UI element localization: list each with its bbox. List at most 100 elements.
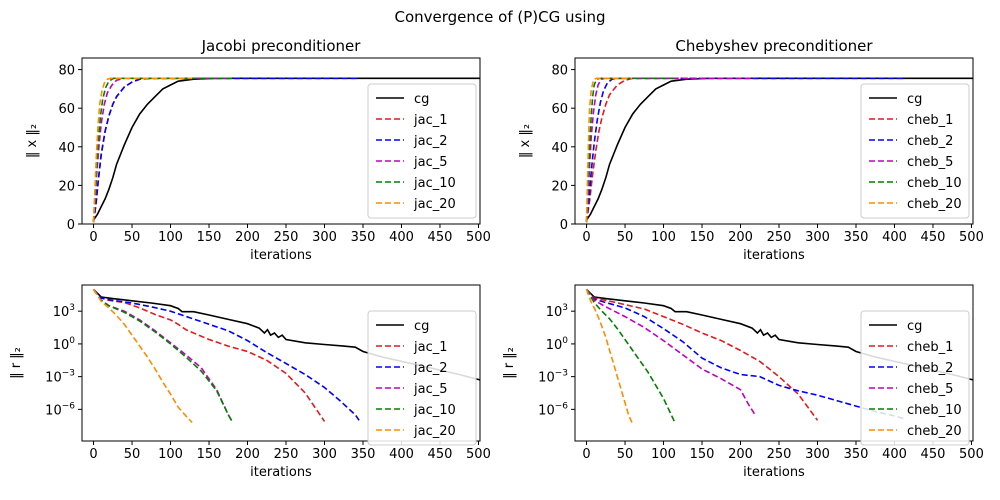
x-tick-label: 100 xyxy=(158,447,183,462)
x-tick-label: 250 xyxy=(274,447,299,462)
x-tick-label: 350 xyxy=(844,230,869,245)
x-tick-label: 150 xyxy=(690,447,715,462)
x-tick-label: 200 xyxy=(728,447,753,462)
x-tick-label: 300 xyxy=(805,447,830,462)
x-tick-label: 150 xyxy=(197,230,222,245)
figure-suptitle: Convergence of (P)CG using xyxy=(394,8,605,26)
plot-frame xyxy=(81,57,481,225)
legend-box xyxy=(367,310,477,446)
x-tick-label: 250 xyxy=(767,447,792,462)
legend-label-cheb_1: cheb_1 xyxy=(907,113,953,128)
legend-label-cheb_2: cheb_2 xyxy=(907,134,953,149)
x-tick-label: 250 xyxy=(274,230,299,245)
x-tick-label: 350 xyxy=(351,447,376,462)
legend-label-jac_5: jac_5 xyxy=(413,155,448,170)
series-line-jac_20 xyxy=(92,77,193,223)
legend-label-jac_20: jac_20 xyxy=(413,197,456,212)
y-axis-label: ‖ r ‖₂ xyxy=(502,347,517,379)
legend-label-jac_2: jac_2 xyxy=(413,134,448,149)
y-axis-label: ‖ r ‖₂ xyxy=(9,347,24,379)
x-tick-label: 100 xyxy=(158,230,183,245)
x-tick-label: 300 xyxy=(805,230,830,245)
y-tick-label: 80 xyxy=(58,64,75,79)
legend-label-cheb_10: cheb_10 xyxy=(907,176,962,191)
y-tick-label: 10−6 xyxy=(538,401,568,418)
legend-label-cg: cg xyxy=(414,319,429,334)
legend-label-jac_10: jac_10 xyxy=(413,176,456,191)
y-axis-label: ‖ x ‖₂ xyxy=(25,124,40,158)
y-tick-label: 10−6 xyxy=(45,401,75,418)
series-line-jac_1 xyxy=(92,77,325,223)
x-tick-label: 400 xyxy=(389,447,414,462)
series-line-cheb_1 xyxy=(585,77,818,223)
y-tick-label: 103 xyxy=(53,303,75,320)
x-axis-label: iterations xyxy=(250,465,312,480)
y-tick-label: 60 xyxy=(551,102,568,117)
x-tick-label: 0 xyxy=(89,447,97,462)
x-tick-label: 450 xyxy=(921,230,946,245)
series-line-jac_5 xyxy=(92,77,233,223)
series-line-cheb_20 xyxy=(585,77,632,223)
x-tick-label: 300 xyxy=(312,230,337,245)
series-line-cheb_10 xyxy=(585,288,676,422)
x-tick-label: 200 xyxy=(728,230,753,245)
y-tick-label: 10−3 xyxy=(538,369,568,386)
series-line-cheb_2 xyxy=(585,288,907,420)
y-axis-label: ‖ x ‖₂ xyxy=(518,124,533,158)
series-line-jac_10 xyxy=(92,288,233,422)
legend-label-cheb_1: cheb_1 xyxy=(907,340,953,355)
y-tick-label: 20 xyxy=(58,179,75,194)
series-line-jac_10 xyxy=(92,77,233,223)
series-line-jac_2 xyxy=(92,77,360,223)
series-line-cheb_10 xyxy=(585,77,675,223)
legend-label-cheb_20: cheb_20 xyxy=(907,424,962,439)
y-tick-label: 20 xyxy=(551,179,568,194)
x-tick-label: 50 xyxy=(617,230,634,245)
legend-label-jac_10: jac_10 xyxy=(413,403,456,418)
series-line-jac_2 xyxy=(92,288,360,421)
legend-label-cheb_5: cheb_5 xyxy=(907,382,953,397)
series-line-cheb_1 xyxy=(585,288,819,421)
y-tick-label: 80 xyxy=(551,64,568,79)
y-tick-label: 100 xyxy=(546,336,569,353)
legend-label-cheb_2: cheb_2 xyxy=(907,361,953,376)
x-tick-label: 200 xyxy=(235,230,260,245)
x-tick-label: 0 xyxy=(89,230,97,245)
y-tick-label: 103 xyxy=(546,303,568,320)
x-tick-label: 400 xyxy=(389,230,414,245)
legend-label-jac_2: jac_2 xyxy=(413,361,448,376)
x-tick-label: 400 xyxy=(882,230,907,245)
legend-label-jac_20: jac_20 xyxy=(413,424,456,439)
legend-label-jac_1: jac_1 xyxy=(413,340,448,355)
x-tick-label: 450 xyxy=(428,447,453,462)
x-tick-label: 450 xyxy=(428,230,453,245)
x-tick-label: 500 xyxy=(959,447,984,462)
y-tick-label: 40 xyxy=(551,141,568,156)
x-axis-label: iterations xyxy=(743,248,805,263)
y-tick-label: 0 xyxy=(560,218,568,233)
x-tick-label: 150 xyxy=(690,230,715,245)
y-tick-label: 100 xyxy=(53,336,76,353)
plot-frame xyxy=(574,57,974,225)
legend-label-cheb_5: cheb_5 xyxy=(907,155,953,170)
legend-label-cg: cg xyxy=(907,92,922,107)
chart-title: Jacobi preconditioner xyxy=(201,37,362,55)
x-tick-label: 50 xyxy=(124,447,141,462)
legend-label-cg: cg xyxy=(414,92,429,107)
chart-title: Chebyshev preconditioner xyxy=(675,37,873,55)
x-axis-label: iterations xyxy=(250,248,312,263)
x-tick-label: 400 xyxy=(882,447,907,462)
x-tick-label: 0 xyxy=(582,447,590,462)
y-tick-label: 60 xyxy=(58,102,75,117)
series-line-cheb_5 xyxy=(585,77,755,223)
x-tick-label: 500 xyxy=(466,230,491,245)
x-tick-label: 100 xyxy=(651,447,676,462)
chart-panel-3: 0 50 100 150 200 250 300 350 400 450 500 iterations… xyxy=(9,284,491,480)
x-tick-label: 200 xyxy=(235,447,260,462)
legend-box xyxy=(860,310,970,446)
x-tick-label: 50 xyxy=(617,447,634,462)
legend-label-jac_5: jac_5 xyxy=(413,382,448,397)
y-tick-label: 40 xyxy=(58,141,75,156)
x-tick-label: 500 xyxy=(959,230,984,245)
